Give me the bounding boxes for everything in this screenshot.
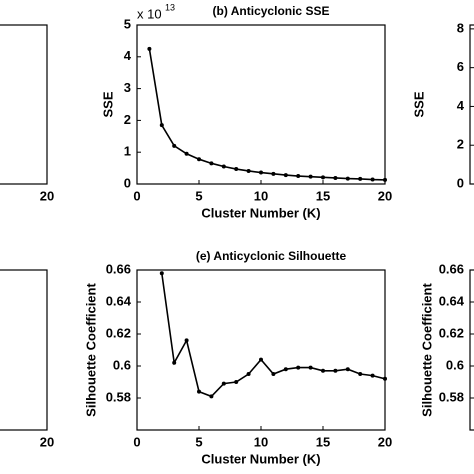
y-tick-label: 0.62: [106, 325, 131, 340]
y-tick-label: 0.62: [439, 325, 464, 340]
subplot: 20: [0, 24, 54, 203]
data-point: [271, 171, 276, 176]
data-point: [234, 167, 239, 172]
y-tick-label: 2: [457, 137, 464, 152]
chart-title: (e) Anticyclonic Silhouette: [196, 249, 347, 263]
data-point: [345, 176, 350, 181]
x-tick-label: 20: [378, 434, 392, 449]
data-point: [345, 367, 350, 372]
y-tick-label: 0: [124, 175, 131, 190]
data-point: [358, 372, 363, 376]
y-tick-label: 0.66: [439, 261, 464, 276]
y-tick-label: 0.58: [106, 389, 131, 404]
y-tick-label: 0.66: [106, 261, 131, 276]
y-tick-label: 0.58: [439, 389, 464, 404]
x-tick-label: 20: [40, 434, 54, 449]
subplot: 0 2 4 6 8 SSE: [411, 20, 474, 190]
y-tick-label: 0.6: [113, 357, 131, 372]
data-point: [172, 143, 177, 148]
data-point: [358, 176, 363, 181]
x-tick-label: 15: [316, 188, 330, 203]
data-point: [221, 381, 226, 386]
data-point: [321, 175, 325, 180]
data-point: [197, 157, 201, 162]
data-point: [283, 367, 288, 372]
y-tick-label: 2: [124, 112, 131, 127]
data-point: [147, 46, 152, 51]
y-tick-label: 4: [457, 98, 465, 113]
data-point: [172, 360, 177, 365]
y-axis-label: Silhouette Coefficient: [419, 283, 434, 417]
y-tick-label: 1: [124, 144, 131, 159]
data-point: [159, 271, 164, 276]
data-point: [259, 170, 263, 175]
x-tick-label: 5: [195, 188, 202, 203]
data-point: [159, 123, 164, 128]
x-tick-label: 20: [40, 188, 54, 203]
chart-title: (b) Anticyclonic SSE: [213, 4, 330, 18]
data-point: [370, 177, 375, 182]
y-tick-label: 0: [457, 175, 464, 190]
y-tick-label: 6: [457, 59, 464, 74]
plot-frame: [136, 269, 386, 431]
y-tick-label: 8: [457, 20, 464, 35]
data-point: [370, 373, 375, 378]
data-point: [321, 368, 325, 373]
y-axis-label: Silhouette Coefficient: [83, 283, 98, 417]
data-line: [148, 48, 386, 181]
data-line: [161, 273, 386, 398]
plot-frame: [0, 269, 48, 431]
data-point: [383, 177, 387, 182]
x-tick-label: 10: [254, 434, 268, 449]
data-point: [184, 338, 189, 343]
x-tick-label: 20: [378, 188, 392, 203]
x-axis-label: Cluster Number (K): [201, 205, 320, 220]
data-point: [271, 372, 276, 376]
data-point: [197, 389, 201, 394]
data-point: [234, 380, 239, 384]
subplot: 0 5 10 15 20 0.58 0.6 0.62 0.64 0.66 (e) Anticyclo…: [83, 249, 392, 466]
y-tick-label: 5: [124, 16, 131, 31]
data-point: [296, 365, 301, 370]
x-tick-label: 0: [133, 434, 140, 449]
y-tick-label: 4: [124, 48, 132, 63]
data-point: [333, 368, 338, 373]
plot-frame: [136, 24, 386, 185]
y-tick-label: 0.64: [439, 293, 465, 308]
data-point: [221, 164, 226, 169]
plot-frame: [469, 24, 474, 185]
data-point: [333, 175, 338, 180]
x-tick-label: 0: [133, 188, 140, 203]
subplot: 0 5 10 15 20 0 1 2 3 4 5 (b) Anticyclonic SSE x 10 13…: [100, 2, 392, 220]
subplot: 20: [0, 269, 54, 449]
plot-frame: [469, 269, 474, 431]
data-point: [308, 174, 313, 179]
x-tick-label: 10: [254, 188, 268, 203]
y-tick-label: 0.6: [446, 357, 464, 372]
x-tick-label: 5: [195, 434, 202, 449]
y-axis-label: SSE: [411, 91, 426, 117]
data-point: [209, 161, 214, 166]
scale-label: x 10: [137, 6, 162, 21]
subplot: 0.58 0.6 0.62 0.64 0.66 Silhouette Coefficien…: [419, 261, 474, 431]
x-tick-label: 15: [316, 434, 330, 449]
data-point: [246, 372, 251, 376]
data-point: [296, 174, 301, 179]
y-tick-label: 3: [124, 80, 131, 95]
data-point: [246, 168, 251, 173]
data-point: [383, 376, 387, 381]
data-point: [283, 173, 288, 178]
data-point: [209, 394, 214, 399]
y-tick-label: 0.64: [106, 293, 132, 308]
data-point: [184, 151, 189, 156]
data-point: [308, 365, 313, 370]
plot-frame: [0, 24, 48, 185]
data-point: [259, 357, 263, 362]
y-axis-label: SSE: [100, 91, 115, 117]
x-axis-label: Cluster Number (K): [201, 451, 320, 466]
scale-exponent: 13: [165, 2, 175, 12]
